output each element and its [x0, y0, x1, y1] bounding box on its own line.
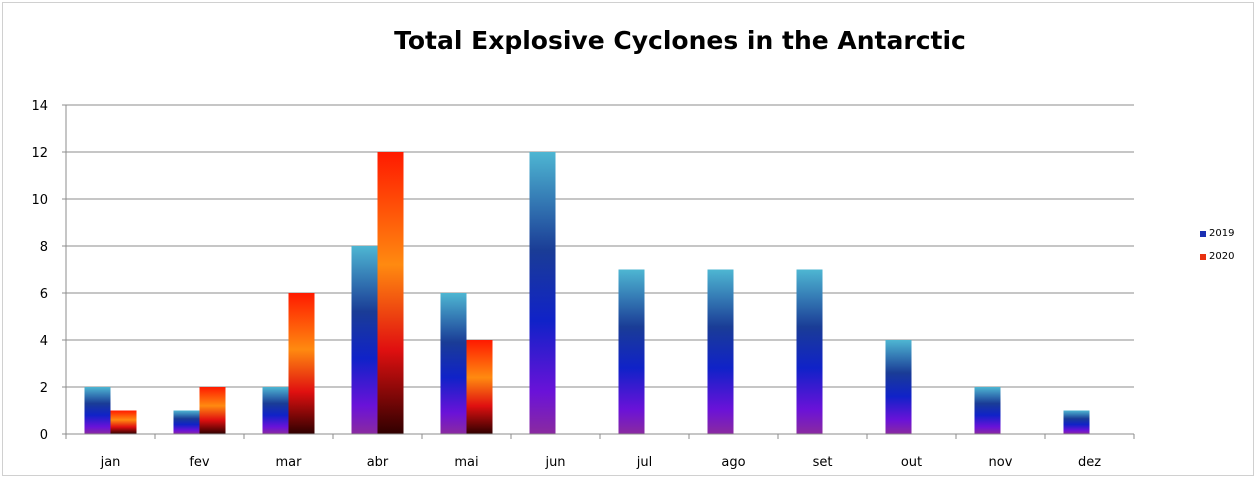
- y-tick-label: 4: [40, 334, 48, 349]
- y-tick-label: 6: [40, 287, 48, 302]
- y-tick-label: 8: [40, 240, 48, 255]
- y-tick-label: 14: [31, 99, 48, 114]
- bar-2020-abr: [377, 152, 404, 434]
- bars: [84, 152, 1090, 434]
- x-tick-label: nov: [989, 455, 1013, 470]
- x-tick-label: jul: [636, 455, 652, 470]
- y-tick-label: 2: [40, 381, 48, 396]
- x-tick-label: out: [901, 455, 922, 470]
- x-tick-label: abr: [367, 455, 389, 470]
- x-tick-label: mai: [454, 455, 478, 470]
- legend-item-2020: 2020: [1200, 245, 1234, 268]
- grid-lines: [66, 104, 1134, 388]
- x-tick-label: set: [813, 455, 833, 470]
- legend-label-2020: 2020: [1209, 251, 1235, 262]
- legend-item-2019: 2019: [1200, 222, 1234, 245]
- x-tick-label: jan: [100, 455, 121, 470]
- bar-2019-jul: [618, 269, 645, 434]
- bar-2020-jan: [110, 410, 137, 434]
- bar-2020-mai: [466, 340, 493, 434]
- y-axis: 0 2 4 6 8 10 12 14: [31, 99, 67, 443]
- y-tick-label: 10: [31, 193, 48, 208]
- bar-2020-mar: [288, 293, 315, 434]
- x-tick-label: fev: [189, 455, 210, 470]
- bar-2019-abr: [351, 246, 378, 434]
- x-axis: jan fev mar abr mai jun jul ago set out nov dez: [65, 433, 1135, 470]
- legend: 2019 2020: [1200, 222, 1234, 268]
- bar-2019-ago: [707, 269, 734, 434]
- bar-2019-nov: [974, 387, 1001, 434]
- bar-2019-out: [885, 340, 912, 434]
- x-tick-label: dez: [1078, 455, 1101, 470]
- legend-swatch-2019: [1200, 230, 1206, 237]
- x-tick-label: mar: [276, 455, 303, 470]
- legend-label-2019: 2019: [1209, 228, 1235, 239]
- bar-2019-mai: [440, 293, 467, 434]
- bar-2019-mar: [262, 387, 289, 434]
- legend-swatch-2020: [1200, 253, 1206, 260]
- chart-title: Total Explosive Cyclones in the Antarcti…: [394, 26, 966, 55]
- bar-2019-jun: [529, 152, 556, 434]
- bar-2019-set: [796, 269, 823, 434]
- bar-2019-dez: [1063, 410, 1090, 434]
- x-tick-label: ago: [721, 455, 745, 470]
- x-tick-label: jun: [544, 455, 565, 470]
- bar-2020-fev: [199, 387, 226, 434]
- bar-2019-jan: [84, 387, 111, 434]
- bar-2019-fev: [173, 410, 200, 434]
- y-tick-label: 0: [40, 428, 48, 443]
- y-tick-label: 12: [31, 146, 48, 161]
